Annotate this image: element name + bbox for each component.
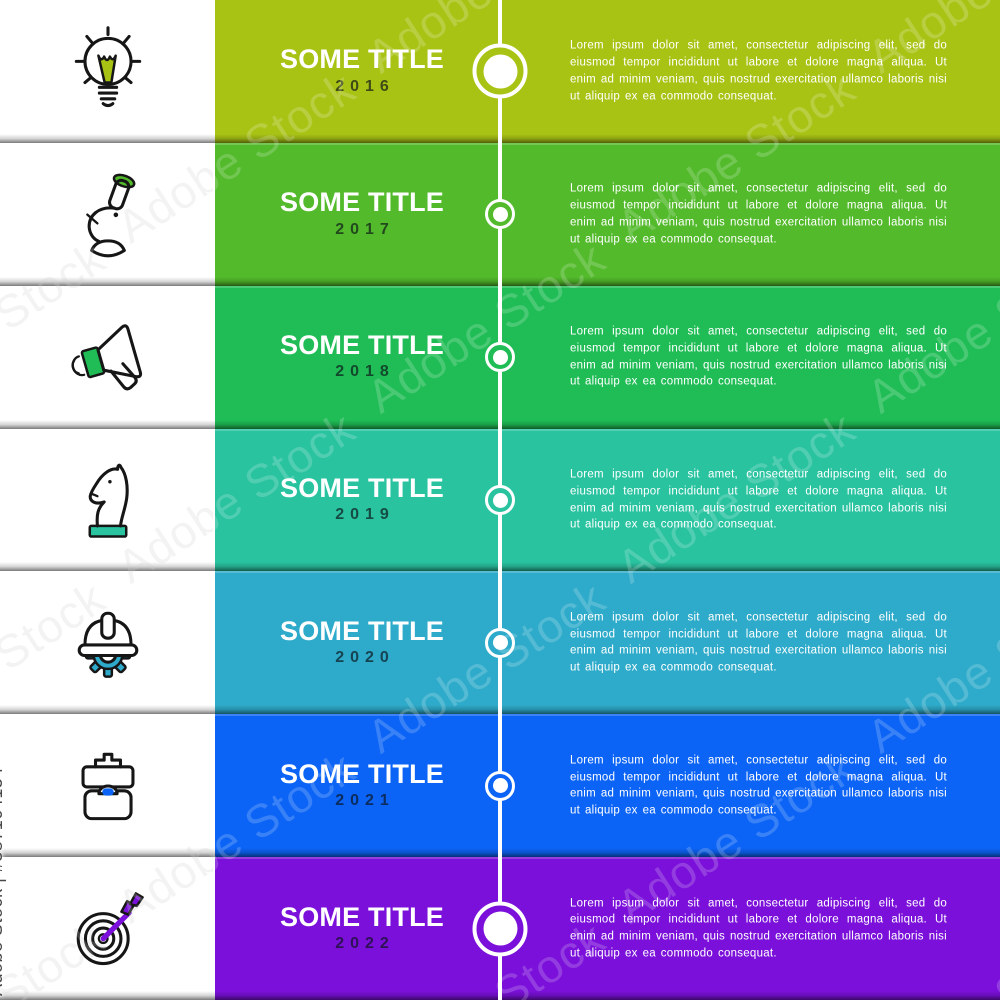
stock-id-watermark: Adobe Stock | #387164154 xyxy=(0,767,6,996)
row-year: 2022 xyxy=(335,934,395,952)
icon-column xyxy=(0,0,215,143)
timeline-node xyxy=(485,342,515,373)
timeline-node xyxy=(485,199,515,230)
row-description: Lorem ipsum dolor sit amet, consectetur … xyxy=(570,754,947,817)
row-year: 2021 xyxy=(335,791,395,809)
icon-column xyxy=(0,857,215,1000)
row-year: 2019 xyxy=(335,506,395,524)
row-band: SOME TITLE 2022 Lorem ipsum dolor sit am… xyxy=(215,857,1000,1000)
row-description: Lorem ipsum dolor sit amet, consectetur … xyxy=(570,611,947,674)
timeline-row: SOME TITLE 2021 Lorem ipsum dolor sit am… xyxy=(0,714,1000,858)
icon-column xyxy=(0,285,215,429)
timeline-row: SOME TITLE 2020 Lorem ipsum dolor sit am… xyxy=(0,571,1000,715)
row-band: SOME TITLE 2020 Lorem ipsum dolor sit am… xyxy=(215,571,1000,715)
timeline-node xyxy=(485,627,515,658)
row-band: SOME TITLE 2016 Lorem ipsum dolor sit am… xyxy=(215,0,1000,143)
row-description: Lorem ipsum dolor sit amet, consectetur … xyxy=(570,39,947,103)
chess-knight-icon xyxy=(88,463,129,538)
icon-column xyxy=(0,142,215,286)
row-band: SOME TITLE 2018 Lorem ipsum dolor sit am… xyxy=(215,285,1000,429)
row-year: 2017 xyxy=(335,220,395,238)
row-band: SOME TITLE 2021 Lorem ipsum dolor sit am… xyxy=(215,714,1000,858)
row-description: Lorem ipsum dolor sit amet, consectetur … xyxy=(570,325,947,388)
row-year: 2020 xyxy=(335,649,395,667)
row-band: SOME TITLE 2017 Lorem ipsum dolor sit am… xyxy=(215,142,1000,286)
hardhat-gear-icon xyxy=(77,611,138,678)
row-band: SOME TITLE 2019 Lorem ipsum dolor sit am… xyxy=(215,428,1000,572)
briefcase-icon xyxy=(81,752,134,820)
row-year: 2016 xyxy=(335,77,395,95)
target-dart-icon xyxy=(76,891,144,965)
timeline-node xyxy=(485,770,515,801)
icon-column xyxy=(0,571,215,715)
megaphone-icon xyxy=(71,324,142,391)
lightbulb-icon xyxy=(74,26,141,108)
row-title: SOME TITLE xyxy=(280,758,444,789)
row-description: Lorem ipsum dolor sit amet, consectetur … xyxy=(570,468,947,531)
row-title: SOME TITLE xyxy=(280,187,444,218)
row-title: SOME TITLE xyxy=(280,901,444,932)
icon-column xyxy=(0,428,215,572)
microscope-icon xyxy=(85,173,135,258)
row-year: 2018 xyxy=(335,363,395,381)
row-title: SOME TITLE xyxy=(280,472,444,503)
timeline-row: SOME TITLE 2016 Lorem ipsum dolor sit am… xyxy=(0,0,1000,143)
row-title: SOME TITLE xyxy=(280,329,444,360)
timeline-node xyxy=(485,485,515,515)
row-description: Lorem ipsum dolor sit amet, consectetur … xyxy=(570,897,947,960)
timeline-node xyxy=(472,43,528,99)
row-title: SOME TITLE xyxy=(280,44,444,75)
icon-column xyxy=(0,714,215,858)
timeline-node xyxy=(472,901,528,957)
timeline-row: SOME TITLE 2018 Lorem ipsum dolor sit am… xyxy=(0,285,1000,429)
row-title: SOME TITLE xyxy=(280,615,444,646)
timeline-row: SOME TITLE 2022 Lorem ipsum dolor sit am… xyxy=(0,857,1000,1000)
row-description: Lorem ipsum dolor sit amet, consectetur … xyxy=(570,182,947,246)
